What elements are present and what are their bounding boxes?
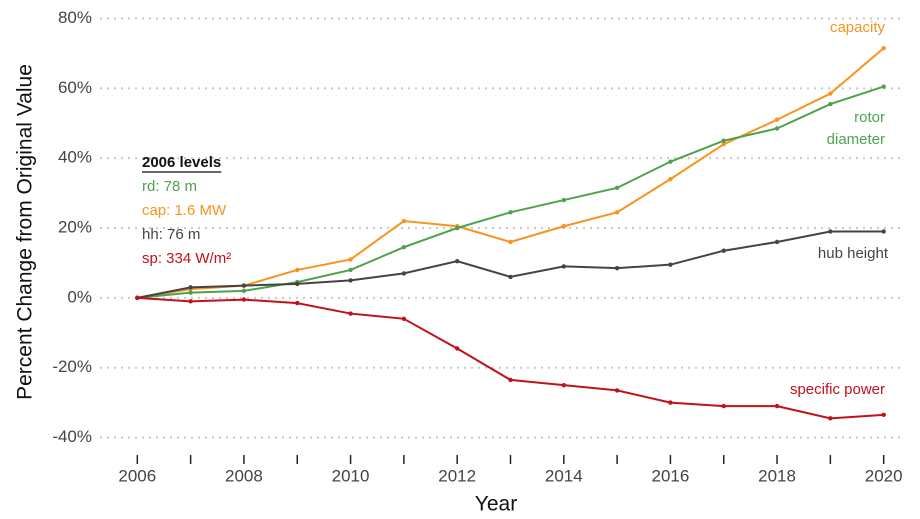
point <box>241 288 247 294</box>
point <box>454 346 460 351</box>
point <box>348 257 353 262</box>
point <box>454 225 460 231</box>
point <box>241 283 247 288</box>
y-tick-label: 60% <box>58 78 92 97</box>
annotation-line: hh: 76 m <box>142 226 200 243</box>
series-line <box>137 85 884 299</box>
point <box>614 388 620 393</box>
label-line: rotor <box>854 109 885 126</box>
point <box>561 382 567 388</box>
point <box>668 159 673 164</box>
point <box>828 91 833 96</box>
label-line: diameter <box>827 131 885 148</box>
point <box>881 84 886 89</box>
point <box>135 295 140 301</box>
point <box>668 262 673 267</box>
annotation-line: sp: 334 W/m² <box>142 250 231 267</box>
point <box>614 185 620 191</box>
x-tick-label: 2018 <box>758 466 796 485</box>
point <box>295 281 300 287</box>
point <box>774 239 780 245</box>
x-tick-label: 2016 <box>652 466 690 485</box>
point <box>668 176 673 182</box>
y-tick-label: -20% <box>52 357 92 376</box>
point <box>668 400 673 405</box>
point <box>828 101 833 107</box>
point <box>454 258 460 264</box>
annotation-line: cap: 1.6 MW <box>142 202 227 219</box>
point <box>401 218 407 224</box>
series-label: specific power <box>790 381 885 398</box>
point <box>614 265 620 271</box>
point <box>188 299 193 304</box>
point <box>401 271 407 276</box>
y-tick-label: 20% <box>58 217 92 236</box>
series-label: rotor diameter <box>827 109 885 148</box>
point <box>881 412 886 418</box>
point <box>881 45 886 51</box>
point <box>188 285 193 290</box>
point <box>721 248 726 253</box>
point <box>561 264 567 269</box>
point <box>508 377 513 383</box>
x-tick-label: 2012 <box>438 466 476 485</box>
point <box>241 297 247 302</box>
point <box>561 224 567 229</box>
point <box>508 210 513 215</box>
series-label: hub height <box>818 245 889 262</box>
annotation-line: rd: 78 m <box>142 178 197 195</box>
x-axis-label: Year <box>475 493 517 516</box>
point <box>614 210 620 215</box>
point <box>828 229 833 234</box>
point <box>881 229 886 234</box>
point <box>774 126 780 131</box>
point <box>774 117 780 122</box>
series-line <box>137 296 884 420</box>
series-label: capacity <box>830 19 886 36</box>
y-tick-label: 0% <box>67 287 92 306</box>
x-tick-label: 2006 <box>118 466 156 485</box>
point <box>774 403 780 409</box>
point <box>295 300 300 306</box>
point <box>401 245 407 250</box>
x-tick-label: 2010 <box>332 466 370 485</box>
y-tick-label: 80% <box>58 8 92 27</box>
point <box>188 290 193 295</box>
point <box>721 141 726 147</box>
point <box>295 267 300 273</box>
x-tick-label: 2020 <box>865 466 903 485</box>
y-axis-label: Percent Change from Original Value <box>14 64 37 400</box>
x-tick-label: 2014 <box>545 466 583 485</box>
point <box>721 403 726 409</box>
point <box>828 416 833 421</box>
point <box>508 239 513 245</box>
point <box>561 197 567 203</box>
series-line <box>137 47 885 299</box>
annotation-title: 2006 levels <box>142 154 221 171</box>
point <box>348 311 353 316</box>
point <box>348 278 353 283</box>
point <box>348 267 353 273</box>
x-tick-label: 2008 <box>225 466 263 485</box>
point <box>721 138 726 143</box>
point <box>401 316 407 322</box>
point <box>508 274 513 280</box>
y-tick-label: 40% <box>58 148 92 167</box>
y-tick-label: -40% <box>52 427 92 446</box>
